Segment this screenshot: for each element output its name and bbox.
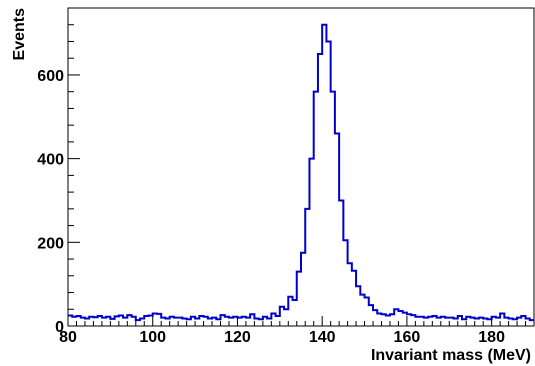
y-axis: 0 200 400 600 [37,7,80,336]
y-tick-label: 400 [37,152,64,169]
y-tick-label: 0 [55,319,64,336]
x-tick-label: 140 [309,329,336,346]
x-tick-label: 180 [478,329,505,346]
y-axis-title: Events [11,8,28,61]
x-tick-label: 100 [139,329,166,346]
x-tick-label: 160 [394,329,421,346]
plot-frame [67,7,535,327]
y-tick-label: 600 [37,68,64,85]
histogram-series [68,23,534,322]
x-axis-title: Invariant mass (MeV) [371,347,531,364]
x-axis: 80 100 120 140 160 180 [59,316,535,346]
x-tick-label: 80 [59,329,77,346]
y-tick-label: 200 [37,235,64,252]
x-tick-label: 120 [224,329,251,346]
